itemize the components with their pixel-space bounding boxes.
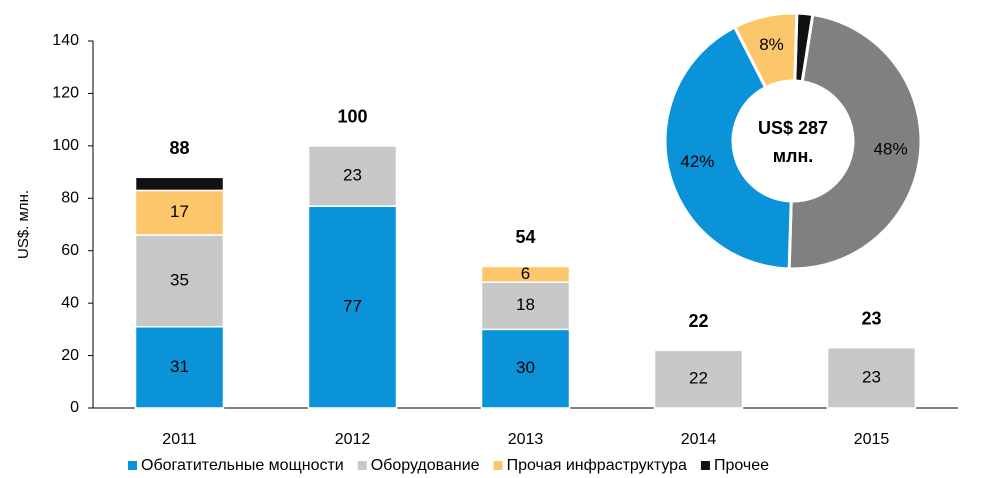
bar-value-label: 31 [170, 357, 189, 376]
y-tick-label: 0 [70, 399, 79, 416]
donut-segment [732, 11, 799, 90]
total-label: 22 [688, 311, 708, 331]
y-tick-label: 80 [61, 190, 79, 207]
total-label: 88 [169, 138, 189, 158]
x-tick-label: 2014 [681, 431, 717, 448]
bar-segment [134, 189, 225, 236]
donut-value-label: 42% [680, 152, 714, 171]
x-tick-label: 2015 [854, 431, 890, 448]
bar-segment [826, 346, 917, 409]
bar-segment [480, 328, 571, 409]
bar-value-label: 18 [516, 295, 535, 314]
bar-segment [480, 281, 571, 331]
legend-label: Прочее [714, 457, 769, 474]
legend-label: Обогатительные мощности [141, 457, 344, 474]
legend-swatch [128, 461, 137, 470]
legend-label: Оборудование [371, 457, 480, 474]
bar-value-label: 6 [521, 264, 530, 283]
legend-swatch [700, 461, 710, 470]
total-label: 23 [861, 308, 881, 328]
y-tick-label: 140 [52, 32, 79, 49]
legend-label: Прочая инфраструктура [507, 457, 687, 474]
x-tick-label: 2013 [508, 431, 544, 448]
bar-value-label: 22 [689, 369, 708, 388]
y-tick-label: 20 [61, 347, 79, 364]
donut-center-text: US$ 287 [758, 118, 828, 138]
total-label: 54 [515, 227, 535, 247]
bar-value-label: 30 [516, 358, 535, 377]
y-tick-label: 120 [52, 85, 79, 102]
y-tick-label: 60 [61, 242, 79, 259]
bar-value-label: 23 [862, 367, 881, 386]
x-tick-label: 2011 [162, 431, 197, 448]
x-tick-label: 2012 [335, 431, 371, 448]
y-tick-label: 40 [61, 294, 79, 311]
bar-segment [134, 176, 225, 192]
donut-segment [787, 12, 923, 271]
bar-segment [307, 205, 398, 409]
bar-segment [480, 265, 571, 283]
legend-swatch [493, 461, 503, 470]
legend-swatch [357, 461, 367, 470]
bar-value-label: 23 [343, 165, 362, 184]
donut-value-label: 8% [759, 35, 784, 54]
donut-center-text: млн. [773, 146, 814, 166]
bar-value-label: 77 [343, 297, 362, 316]
bar-segment [134, 234, 225, 328]
total-label: 100 [337, 107, 367, 127]
y-tick-label: 100 [52, 137, 79, 154]
y-axis-label: US$. млн. [15, 190, 32, 259]
bar-segment [653, 349, 744, 409]
bar-segment [307, 145, 398, 207]
bar-value-label: 35 [170, 270, 189, 289]
bar-value-label: 17 [170, 202, 189, 221]
donut-value-label: 48% [874, 140, 908, 159]
donut-segment [663, 25, 793, 271]
